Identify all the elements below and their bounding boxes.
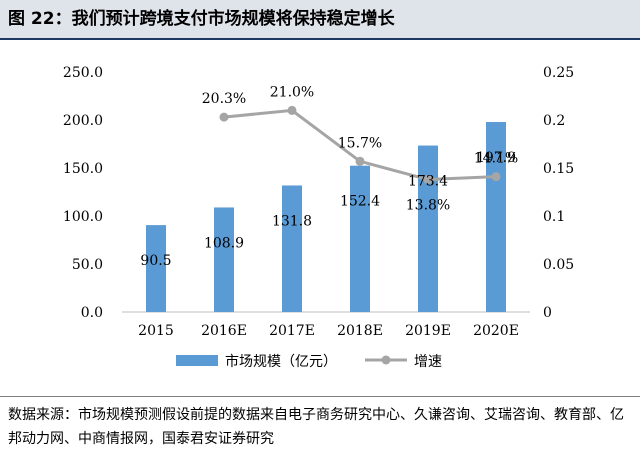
bar-series xyxy=(146,122,506,313)
x-tick-label: 2020E xyxy=(473,323,519,339)
y-right-tick-label: 0.05 xyxy=(543,257,574,273)
legend-bar-label: 市场规模（亿元） xyxy=(225,353,337,370)
y-left-tick-label: 50.0 xyxy=(72,257,103,273)
bar-value-label: 173.4 xyxy=(408,174,448,190)
bar-value-label: 108.9 xyxy=(204,235,244,251)
y-right-tick-label: 0.15 xyxy=(543,161,574,177)
bar xyxy=(418,145,438,312)
growth-value-label: 21.0% xyxy=(270,84,314,100)
source-note: 数据来源：市场规模预测假设前提的数据来自电子商务研究中心、久谦咨询、艾瑞咨询、教… xyxy=(0,396,640,457)
bar xyxy=(282,185,302,312)
growth-marker xyxy=(423,175,433,185)
x-tick-label: 2018E xyxy=(337,323,383,339)
y-left-tick-label: 0.0 xyxy=(81,305,103,321)
bar-value-label: 90.5 xyxy=(140,253,171,269)
x-tick-label: 2016E xyxy=(201,323,247,339)
y-right-tick-label: 0.1 xyxy=(543,209,565,225)
y-left-tick-label: 200.0 xyxy=(63,113,103,129)
left-axis: 0.0 50.0 100.0 150.0 200.0 250.0 xyxy=(63,65,103,321)
growth-marker xyxy=(219,112,229,122)
y-right-tick-label: 0 xyxy=(543,305,552,321)
right-axis: 0 0.05 0.1 0.15 0.2 0.25 xyxy=(543,65,574,321)
growth-value-label: 20.3% xyxy=(202,91,246,107)
y-right-tick-label: 0.25 xyxy=(543,65,574,81)
line-series xyxy=(219,105,501,185)
figure-title: 图 22：我们预计跨境支付市场规模将保持稳定增长 xyxy=(0,0,640,40)
x-tick-label: 2019E xyxy=(405,323,451,339)
legend-bar-swatch xyxy=(176,355,218,366)
growth-value-label: 14.1% xyxy=(474,151,518,167)
bar xyxy=(350,165,370,312)
bar-value-label: 131.8 xyxy=(272,213,312,229)
growth-value-label: 13.8% xyxy=(406,198,450,214)
line-labels: 20.3% 21.0% 15.7% 13.8% 14.1% xyxy=(202,84,518,213)
y-left-tick-label: 250.0 xyxy=(63,65,103,81)
bar-value-label: 152.4 xyxy=(340,194,380,210)
x-tick-label: 2015 xyxy=(138,323,174,339)
bar-value-label: 197.9 xyxy=(476,150,516,166)
legend-line-marker xyxy=(381,355,391,365)
x-tick-label: 2017E xyxy=(269,323,315,339)
legend-line-label: 增速 xyxy=(414,354,442,370)
legend: 市场规模（亿元） 增速 xyxy=(176,353,442,370)
bar-labels: 90.5 108.9 131.8 152.4 173.4 197.9 xyxy=(140,150,516,269)
growth-marker xyxy=(491,172,501,182)
bar xyxy=(486,122,506,313)
bar xyxy=(214,207,234,312)
growth-value-label: 15.7% xyxy=(338,135,382,151)
chart: 0.0 50.0 100.0 150.0 200.0 250.0 0 0.05 0.1 0.15… xyxy=(63,65,574,370)
y-left-tick-label: 150.0 xyxy=(63,161,103,177)
growth-marker xyxy=(355,156,365,166)
x-axis: 2015 2016E 2017E 2018E 2019E 2020E xyxy=(138,323,519,339)
y-left-tick-label: 100.0 xyxy=(63,209,103,225)
y-right-tick-label: 0.2 xyxy=(543,113,565,129)
bar xyxy=(146,225,166,312)
growth-marker xyxy=(287,105,297,115)
